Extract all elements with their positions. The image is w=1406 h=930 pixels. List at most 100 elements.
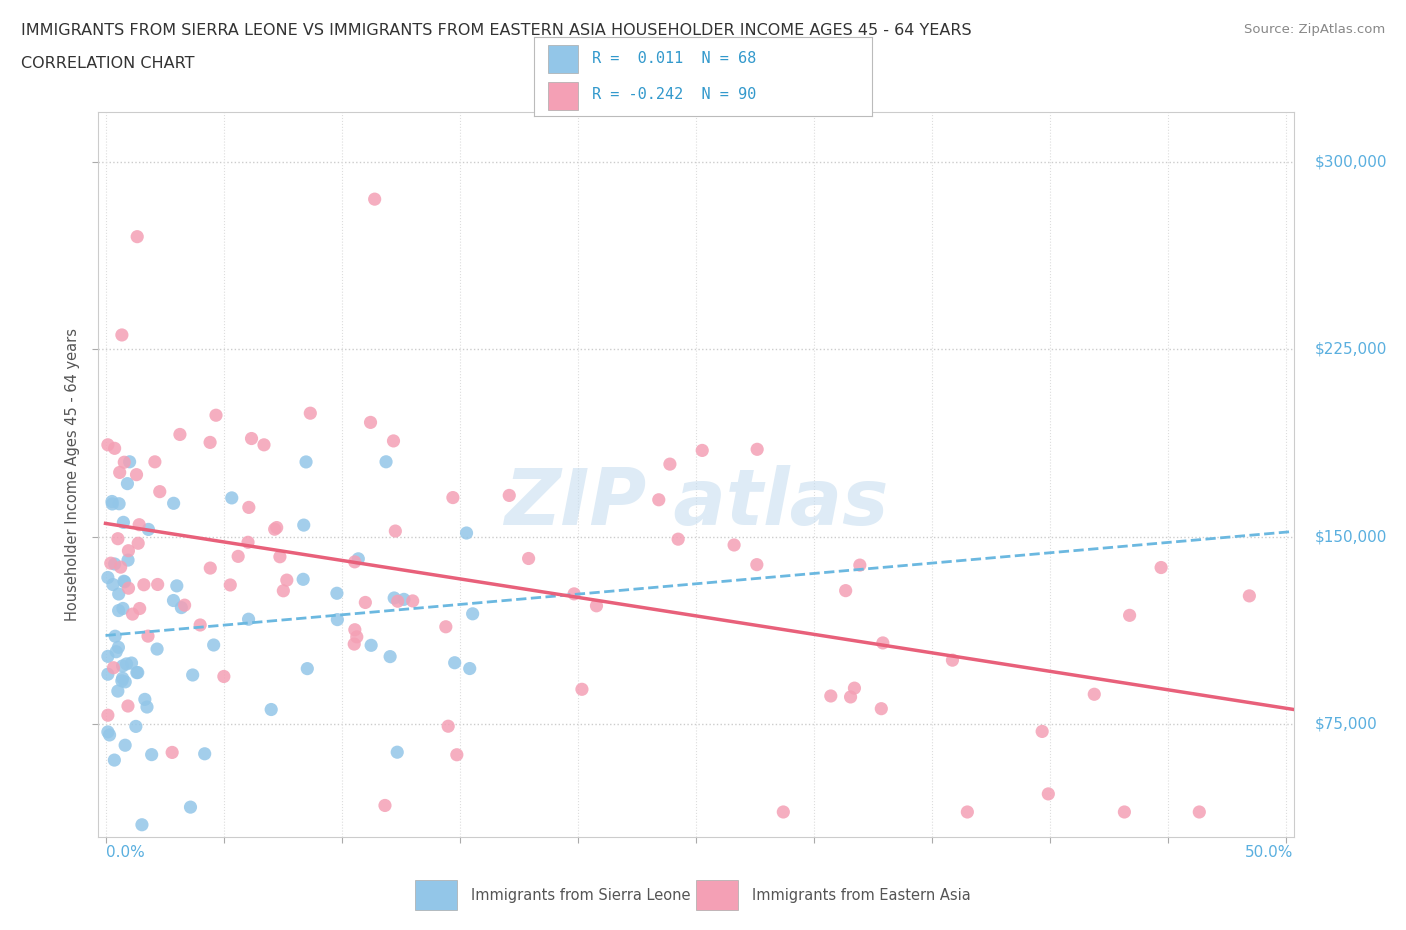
Point (1239, 589, 1261, 604)
Point (146, 642, 169, 657)
Point (101, 494, 124, 509)
Point (117, 552, 139, 567)
Point (121, 656, 143, 671)
Point (128, 517, 150, 532)
Point (117, 476, 139, 491)
Point (238, 612, 260, 627)
Point (112, 574, 135, 589)
Point (107, 640, 129, 655)
Text: $225,000: $225,000 (1315, 341, 1386, 357)
Point (266, 520, 288, 535)
Point (173, 598, 195, 613)
FancyBboxPatch shape (548, 46, 578, 73)
Point (297, 661, 319, 676)
Point (112, 515, 135, 530)
Point (263, 522, 285, 537)
Point (441, 490, 464, 505)
Point (360, 415, 382, 430)
Point (114, 737, 136, 752)
Point (114, 575, 136, 590)
Point (118, 455, 141, 470)
Point (236, 535, 259, 550)
Point (273, 583, 295, 598)
Point (115, 657, 138, 671)
Point (363, 192, 385, 206)
Point (941, 653, 963, 668)
Point (121, 606, 143, 621)
Point (136, 699, 159, 714)
Text: Immigrants from Sierra Leone: Immigrants from Sierra Leone (471, 887, 690, 903)
Point (170, 600, 193, 615)
Point (221, 490, 243, 505)
Point (648, 492, 671, 507)
Point (346, 630, 368, 644)
Point (434, 619, 457, 634)
Point (127, 229, 149, 244)
Point (105, 644, 128, 659)
Point (498, 488, 520, 503)
Point (382, 433, 405, 448)
Point (112, 455, 135, 470)
Point (179, 800, 201, 815)
Text: 0.0%: 0.0% (105, 844, 145, 859)
Point (658, 457, 681, 472)
Point (188, 618, 211, 632)
Point (200, 561, 222, 576)
Text: ZIP atlas: ZIP atlas (503, 465, 889, 541)
Point (97, 724, 120, 739)
Point (107, 531, 129, 546)
Y-axis label: Householder Income Ages 45 - 64 years: Householder Income Ages 45 - 64 years (65, 327, 80, 621)
Point (169, 427, 191, 442)
Point (127, 665, 149, 680)
Point (166, 578, 188, 593)
Point (1031, 724, 1053, 738)
Text: R = -0.242  N = 90: R = -0.242 N = 90 (592, 87, 756, 102)
Point (260, 702, 283, 717)
Point (1114, 804, 1136, 819)
FancyBboxPatch shape (548, 82, 578, 110)
Point (125, 467, 148, 482)
Point (347, 551, 370, 566)
Point (375, 455, 398, 470)
Point (458, 661, 481, 676)
Point (585, 598, 607, 613)
Point (107, 587, 129, 602)
Point (111, 658, 134, 673)
Point (111, 673, 134, 688)
Point (378, 649, 401, 664)
Text: $150,000: $150,000 (1315, 529, 1386, 544)
Point (443, 656, 465, 671)
Point (517, 551, 540, 566)
Point (97, 649, 120, 664)
Point (136, 629, 159, 644)
Point (97, 667, 120, 682)
Point (97, 437, 120, 452)
Point (745, 557, 768, 572)
Text: Immigrants from Eastern Asia: Immigrants from Eastern Asia (752, 887, 972, 903)
Point (299, 405, 322, 420)
Point (108, 465, 131, 480)
Point (141, 747, 163, 762)
Point (117, 698, 139, 713)
Point (103, 752, 125, 767)
Point (402, 593, 425, 608)
Point (844, 681, 866, 696)
Point (98, 727, 121, 742)
Point (456, 525, 478, 540)
Point (100, 556, 122, 571)
Text: Source: ZipAtlas.com: Source: ZipAtlas.com (1244, 23, 1385, 36)
Point (194, 747, 217, 762)
Point (1083, 687, 1105, 702)
FancyBboxPatch shape (415, 881, 457, 910)
Point (134, 692, 156, 707)
Point (131, 817, 153, 832)
Point (103, 660, 125, 675)
Point (97, 570, 120, 585)
Point (834, 583, 856, 598)
Point (666, 532, 689, 547)
Point (387, 593, 409, 608)
Point (343, 637, 366, 652)
Point (205, 407, 228, 422)
Point (104, 441, 127, 456)
Point (392, 591, 415, 606)
